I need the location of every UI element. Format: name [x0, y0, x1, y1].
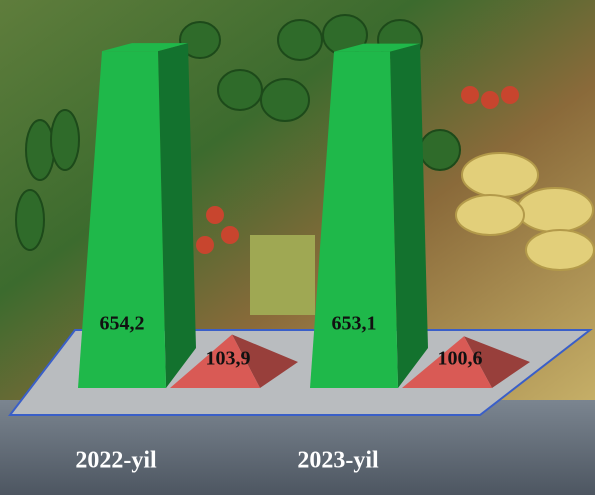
pillar [310, 43, 428, 388]
value-label: 653,1 [332, 313, 377, 335]
category-label: 2023-yil [297, 448, 379, 474]
pillar-top [334, 43, 420, 52]
pyramid-side [464, 336, 530, 388]
pyramid [402, 336, 530, 388]
pillar-top [102, 43, 188, 52]
value-label: 103,9 [206, 348, 251, 370]
pyramid-front [170, 334, 260, 388]
pillar-side [158, 43, 196, 388]
pyramid-side [232, 334, 298, 388]
pyramid-front [402, 336, 492, 388]
pillar-front [310, 51, 398, 388]
pillar-front [78, 51, 166, 388]
category-label: 2022-yil [75, 448, 157, 474]
value-label: 100,6 [438, 348, 483, 370]
pyramid [170, 334, 298, 388]
value-label: 654,2 [100, 313, 145, 335]
pillar [78, 43, 196, 388]
pillar-side [390, 43, 428, 388]
